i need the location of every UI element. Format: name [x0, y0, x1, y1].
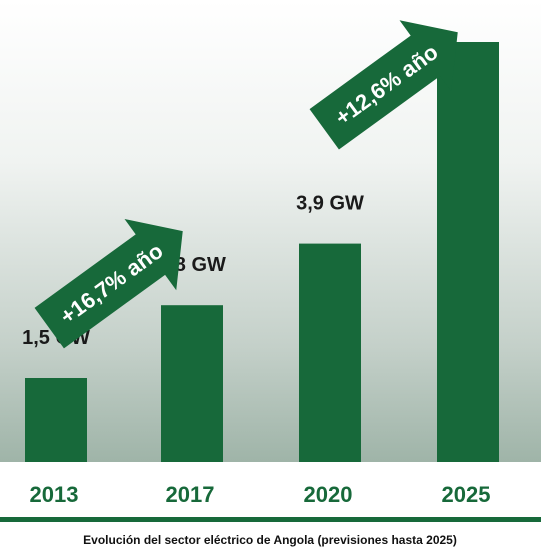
- bars: [25, 42, 499, 462]
- growth-arrow-shape: [309, 20, 458, 150]
- x-tick-labels: 2013 2017 2020 2025: [30, 482, 491, 507]
- bar-2017: [161, 305, 223, 462]
- x-tick-label-2013: 2013: [30, 482, 79, 507]
- baseline-line: [0, 517, 541, 522]
- growth-arrow-shape: [34, 219, 183, 349]
- x-tick-label-2017: 2017: [166, 482, 215, 507]
- value-label-2020: 3,9 GW: [296, 193, 364, 215]
- x-axis-band: [0, 462, 541, 517]
- bar-2025: [437, 42, 499, 462]
- chart-caption: Evolución del sector eléctrico de Angola…: [83, 533, 457, 547]
- growth-arrows: +16,7% año+12,6% año: [34, 20, 458, 349]
- x-tick-label-2020: 2020: [304, 482, 353, 507]
- bar-2013: [25, 378, 87, 462]
- x-tick-label-2025: 2025: [442, 482, 491, 507]
- bar-2020: [299, 243, 361, 462]
